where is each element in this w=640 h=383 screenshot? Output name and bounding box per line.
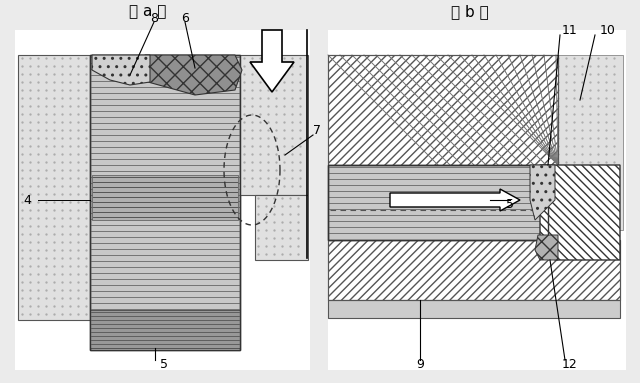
Bar [15, 30, 310, 370]
Polygon shape [250, 30, 294, 92]
Text: 7: 7 [313, 123, 321, 136]
Bar [555, 55, 623, 230]
Bar [328, 55, 558, 165]
Text: （ b ）: （ b ） [451, 5, 489, 20]
Bar [328, 240, 620, 300]
Bar [328, 165, 548, 240]
FancyArrow shape [390, 189, 520, 211]
Polygon shape [535, 235, 558, 260]
Bar [328, 300, 620, 318]
Text: （ a ）: （ a ） [129, 5, 166, 20]
Text: 6: 6 [181, 11, 189, 25]
Text: 5: 5 [160, 357, 168, 370]
Polygon shape [145, 55, 242, 95]
Bar [328, 165, 548, 240]
Bar [255, 195, 308, 260]
Text: 12: 12 [562, 358, 578, 372]
Bar [240, 55, 308, 195]
Text: 5: 5 [506, 198, 514, 211]
Text: 9: 9 [416, 358, 424, 372]
Text: 8: 8 [150, 11, 158, 25]
Polygon shape [92, 55, 150, 85]
Bar [90, 55, 240, 350]
Polygon shape [530, 165, 555, 220]
Bar [328, 55, 558, 165]
Text: 10: 10 [600, 23, 616, 36]
Text: 4: 4 [23, 193, 31, 206]
Bar [90, 310, 240, 348]
Bar [328, 240, 620, 300]
Bar [90, 55, 240, 350]
Text: 11: 11 [562, 23, 578, 36]
Bar [328, 30, 626, 370]
Bar [92, 175, 238, 220]
Bar [18, 55, 91, 320]
Polygon shape [540, 165, 620, 260]
